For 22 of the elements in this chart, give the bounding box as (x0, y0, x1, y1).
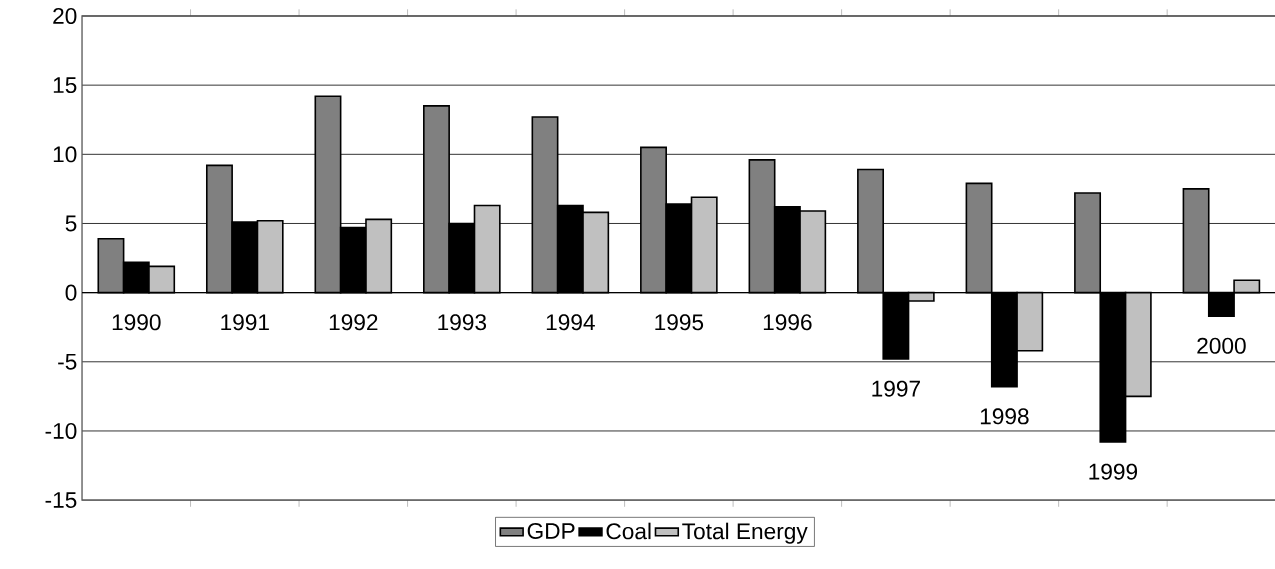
x-tick-label: 1994 (546, 314, 595, 331)
y-tick-label: 20 (53, 7, 77, 24)
x-tick-label: 1996 (763, 314, 812, 331)
y-tick-label: 5 (65, 215, 77, 232)
y-tick-label: 10 (53, 146, 77, 163)
x-tick-label: 1995 (655, 314, 704, 331)
x-tick-label: 1992 (329, 314, 378, 331)
y-tick-label: 0 (65, 284, 77, 301)
x-tick-label: 1997 (872, 380, 920, 397)
x-tick-label: 1993 (438, 314, 487, 331)
legend-label: Total Energy (682, 522, 808, 544)
legend-label: Coal (606, 522, 651, 540)
x-tick-label: 1999 (1089, 463, 1138, 480)
legend-label: GDP (527, 522, 575, 539)
x-tick-label: 1998 (980, 408, 1029, 425)
x-tick-label: 1991 (221, 314, 269, 331)
x-tick-label: 2000 (1197, 337, 1246, 354)
y-tick-label: -10 (45, 422, 77, 439)
y-tick-label: -5 (58, 353, 77, 370)
y-tick-label: 15 (53, 77, 77, 93)
x-tick-label: 1990 (112, 314, 161, 331)
y-tick-label: -15 (45, 491, 77, 508)
